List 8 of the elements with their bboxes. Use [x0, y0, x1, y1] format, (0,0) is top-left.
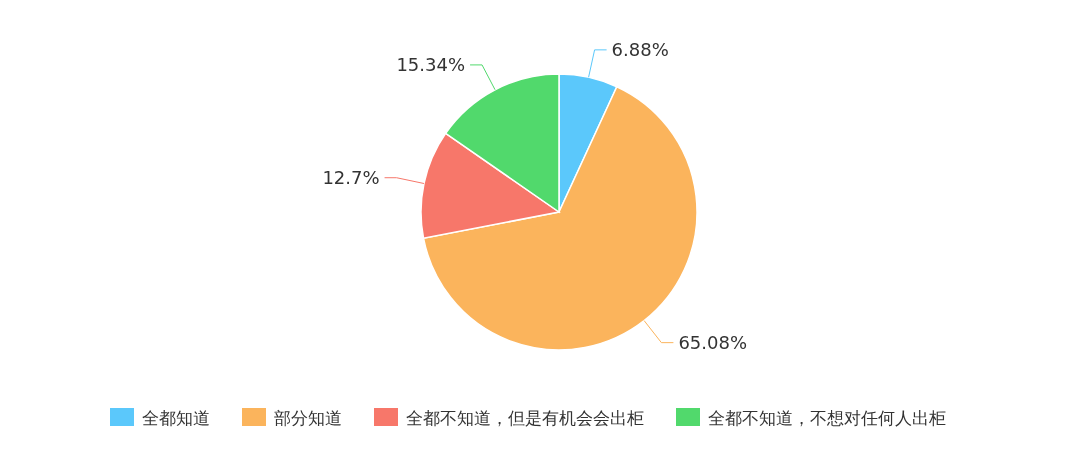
data-label: 12.7%: [322, 166, 380, 188]
data-label: 6.88%: [611, 38, 669, 60]
legend-label: 部分知道: [274, 408, 342, 428]
legend-label: 全都知道: [142, 408, 210, 428]
legend-label: 全都不知道，但是有机会会出柜: [406, 408, 644, 428]
data-label: 65.08%: [678, 331, 748, 353]
data-label: 15.34%: [396, 53, 466, 75]
legend-label: 全都不知道，不想对任何人出柜: [708, 408, 946, 428]
